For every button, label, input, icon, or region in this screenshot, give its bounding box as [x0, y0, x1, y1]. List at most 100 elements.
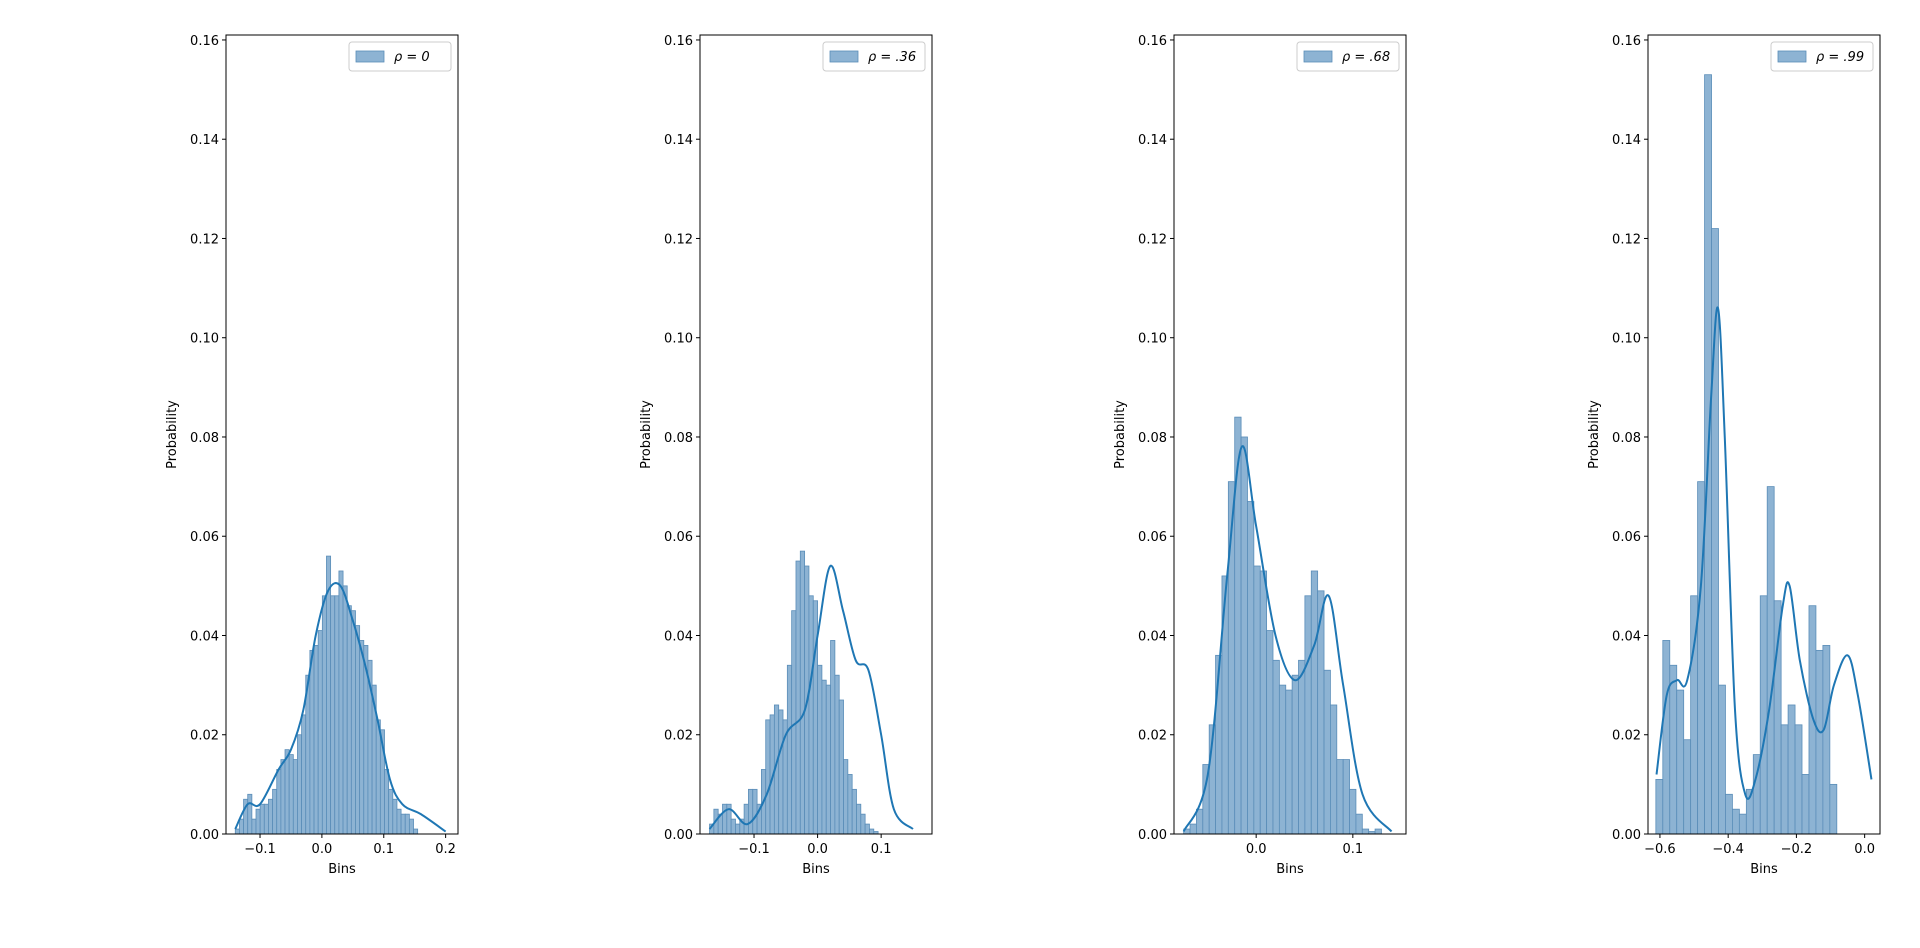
histogram-bar	[268, 798, 273, 835]
histogram-bar	[817, 664, 823, 835]
histogram-bar	[396, 808, 402, 835]
y-tick-label: 0.04	[1612, 629, 1641, 644]
y-tick-label: 0.08	[190, 431, 219, 446]
histogram-bar	[821, 679, 827, 835]
histogram-bar	[388, 788, 394, 835]
histogram-panel-4: 0.00 0.02 0.04 0.06 0.08 0.10 0.12 0.14 0.16 −0.6…	[1587, 34, 1881, 877]
histogram-bar	[765, 719, 771, 835]
histogram-bar	[795, 560, 801, 835]
histogram-bar	[355, 625, 361, 835]
histogram-bar	[338, 570, 344, 835]
histogram-bar	[1676, 689, 1685, 835]
histogram-bar	[843, 759, 849, 835]
histogram-bar	[350, 610, 356, 835]
histogram-bar	[1732, 808, 1740, 835]
histogram-bar	[292, 759, 298, 835]
histogram-bar	[864, 823, 870, 835]
y-tick-label: 0.02	[664, 729, 693, 744]
legend-label: ρ = .68	[1342, 50, 1390, 65]
histogram-bar	[280, 759, 286, 835]
histogram-bar	[1655, 779, 1664, 835]
legend-box	[348, 41, 452, 72]
histogram-bar	[251, 818, 257, 835]
y-tick-label: 0.04	[190, 629, 219, 644]
histogram-bar	[408, 818, 414, 835]
legend: ρ = 0	[348, 41, 452, 72]
y-tick-label: 0.10	[1138, 332, 1167, 347]
histogram-bar	[838, 699, 844, 835]
histogram-bar	[1291, 674, 1299, 835]
x-tick-label: 0.1	[871, 842, 892, 857]
y-tick-label: 0.06	[1138, 530, 1167, 545]
x-tick-label: −0.2	[1781, 842, 1813, 857]
x-axis-label: Bins	[1750, 862, 1778, 877]
histogram-bar	[1323, 669, 1331, 835]
y-tick-label: 0.12	[1138, 232, 1167, 247]
histogram-bar	[735, 823, 741, 835]
y-tick-label: 0.00	[1612, 828, 1641, 843]
y-tick-label: 0.10	[1612, 332, 1641, 347]
histogram-bar	[272, 788, 278, 835]
kde-line	[708, 564, 914, 830]
x-tick-label: −0.6	[1644, 842, 1676, 857]
y-tick-label: 0.10	[664, 332, 693, 347]
histogram-bar	[1278, 684, 1287, 835]
histogram-bar	[722, 803, 728, 835]
legend: ρ = .68	[1296, 41, 1400, 72]
y-tick-label: 0.16	[190, 34, 219, 49]
histogram-bar	[1361, 828, 1370, 835]
y-tick-label: 0.00	[190, 828, 219, 843]
histogram-bar	[1787, 704, 1796, 835]
histogram-bar	[752, 788, 758, 835]
histogram-bar	[1336, 759, 1344, 835]
y-tick-label: 0.08	[664, 431, 693, 446]
histogram-bar	[856, 803, 862, 835]
histogram-bar	[834, 674, 840, 835]
legend-swatch	[1777, 50, 1807, 63]
histogram-bar	[342, 585, 348, 835]
axes-frame	[1173, 34, 1407, 835]
histogram-bar	[404, 813, 410, 835]
histogram-bar	[1822, 645, 1831, 835]
y-tick-label: 0.14	[1138, 133, 1167, 148]
y-tick-label: 0.12	[1612, 232, 1641, 247]
x-tick-label: 0.1	[1342, 842, 1363, 857]
y-tick-label: 0.12	[664, 232, 693, 247]
histogram-bar	[1272, 659, 1280, 835]
histogram-bar	[847, 774, 853, 835]
histogram-bar	[1829, 783, 1838, 835]
x-axis-label: Bins	[802, 862, 830, 877]
kde-line	[234, 582, 447, 833]
y-tick-label: 0.04	[664, 629, 693, 644]
histogram-bar	[1766, 486, 1775, 835]
y-tick-label: 0.06	[190, 530, 219, 545]
histogram-bar	[1240, 436, 1248, 835]
histogram-bar	[255, 808, 261, 835]
legend: ρ = .99	[1770, 41, 1874, 72]
legend-swatch	[1303, 50, 1333, 63]
histogram-bar	[1759, 595, 1768, 835]
histogram-panel-1: 0.00 0.02 0.04 0.06 0.08 0.10 0.12 0.14 0.16 −0.1…	[165, 34, 459, 877]
y-tick-label: 0.12	[190, 232, 219, 247]
y-tick-label: 0.16	[1138, 34, 1167, 49]
histogram-bar	[413, 828, 419, 835]
y-tick-label: 0.06	[1612, 530, 1641, 545]
legend-box	[822, 41, 926, 72]
histogram-bar	[1310, 570, 1319, 835]
y-tick-label: 0.14	[190, 133, 219, 148]
histogram-bar	[375, 719, 381, 835]
y-tick-label: 0.08	[1138, 431, 1167, 446]
histogram-bar	[1189, 823, 1197, 835]
histogram-bar	[1266, 630, 1274, 835]
y-axis-label: Probability	[639, 400, 654, 469]
x-axis-label: Bins	[1276, 862, 1304, 877]
histogram-panel-3: 0.00 0.02 0.04 0.06 0.08 0.10 0.12 0.14 0.16 0.0 0…	[1113, 34, 1407, 877]
y-tick-label: 0.02	[1138, 729, 1167, 744]
histogram-bar	[288, 754, 294, 835]
histogram-bar	[1342, 759, 1350, 835]
histogram-bar	[321, 595, 327, 835]
histogram-bar	[1773, 600, 1782, 835]
histogram-bar	[334, 595, 340, 835]
histogram-bar	[330, 595, 336, 835]
